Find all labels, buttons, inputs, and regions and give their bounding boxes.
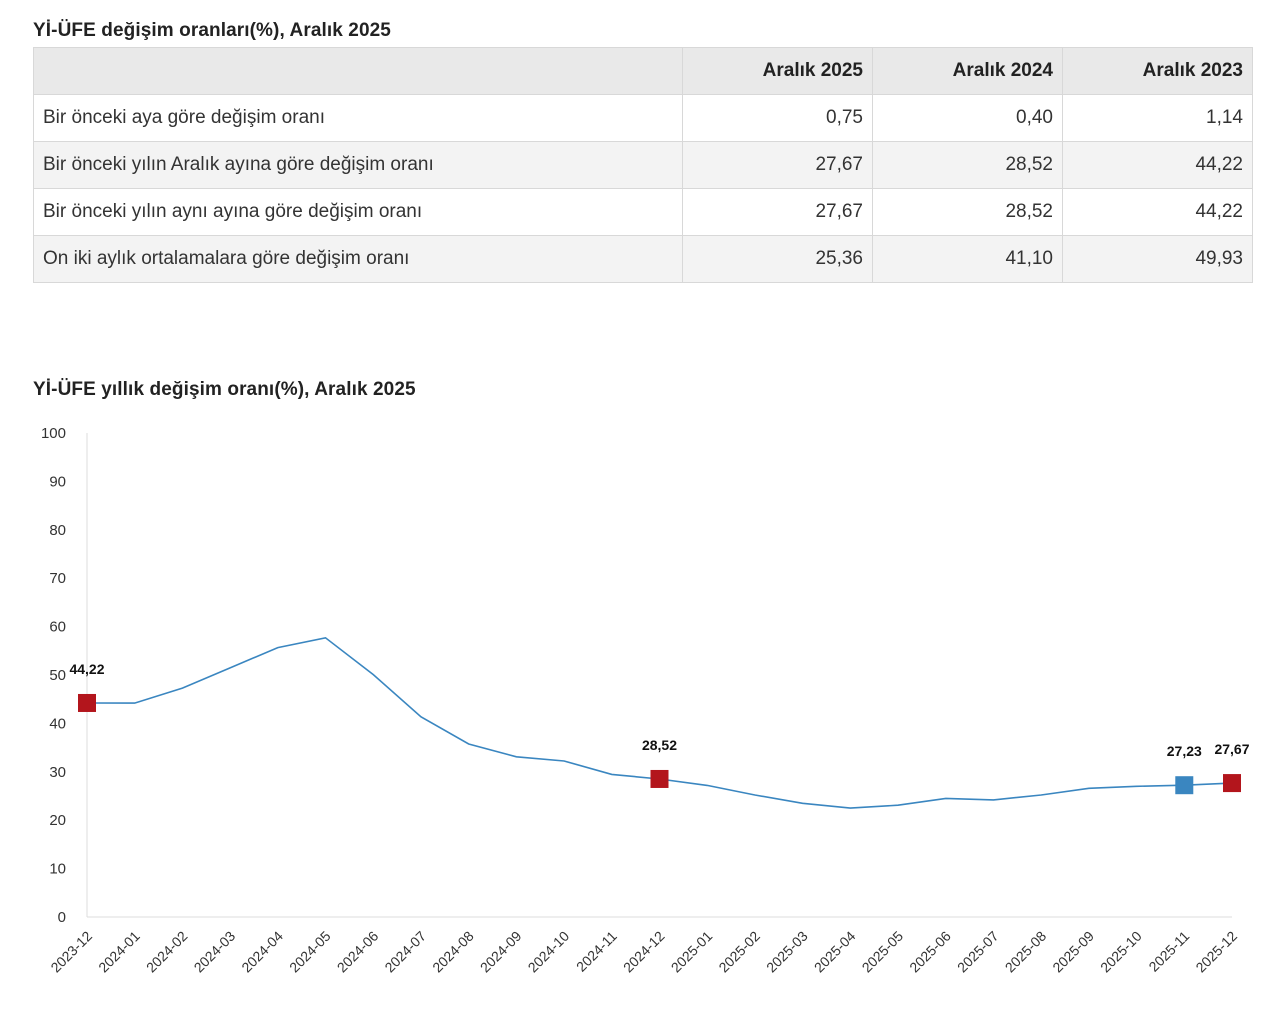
data-point-marker xyxy=(1223,774,1241,792)
table-header-row: Aralık 2025 Aralık 2024 Aralık 2023 xyxy=(34,48,1253,95)
x-tick-label: 2025-10 xyxy=(1097,928,1145,976)
x-tick-label: 2024-05 xyxy=(286,928,334,976)
chart-title: Yİ-ÜFE yıllık değişim oranı(%), Aralık 2… xyxy=(33,379,416,401)
x-tick-label: 2025-08 xyxy=(1002,928,1050,976)
y-tick-label: 70 xyxy=(49,570,66,587)
x-tick-label: 2024-03 xyxy=(191,928,239,976)
table-cell: 1,14 xyxy=(1063,95,1253,142)
x-tick-label: 2024-02 xyxy=(143,928,191,976)
table-row: Bir önceki aya göre değişim oranı 0,75 0… xyxy=(34,95,1253,142)
x-tick-label: 2025-07 xyxy=(954,928,1002,976)
x-tick-label: 2025-11 xyxy=(1146,928,1193,975)
table-cell: 28,52 xyxy=(873,189,1063,236)
table-cell: 44,22 xyxy=(1063,142,1253,189)
x-tick-label: 2024-11 xyxy=(573,928,620,975)
x-axis-ticks: 2023-12 2024-01 2024-02 2024-03 2024-04 2024-… xyxy=(47,928,1240,976)
x-tick-label: 2024-01 xyxy=(95,928,143,976)
y-tick-label: 80 xyxy=(49,522,66,539)
x-tick-label: 2025-01 xyxy=(668,928,716,976)
table-cell: 28,52 xyxy=(873,142,1063,189)
x-tick-label: 2024-06 xyxy=(334,928,382,976)
table-cell: 0,40 xyxy=(873,95,1063,142)
row-label: Bir önceki yılın Aralık ayına göre değiş… xyxy=(34,142,683,189)
y-tick-label: 60 xyxy=(49,619,66,636)
header-aralik-2024: Aralık 2024 xyxy=(873,48,1063,95)
y-tick-label: 40 xyxy=(49,715,66,732)
x-tick-label: 2023-12 xyxy=(47,928,95,976)
row-label: Bir önceki yılın aynı ayına göre değişim… xyxy=(34,189,683,236)
x-tick-label: 2025-03 xyxy=(763,928,811,976)
y-tick-label: 0 xyxy=(58,909,66,926)
y-tick-label: 50 xyxy=(49,667,66,684)
header-aralik-2025: Aralık 2025 xyxy=(683,48,873,95)
table-title: Yİ-ÜFE değişim oranları(%), Aralık 2025 xyxy=(33,20,391,42)
data-point-marker xyxy=(1175,776,1193,794)
data-labels: 44,22 28,52 27,23 27,67 xyxy=(69,661,1249,759)
table-row: Bir önceki yılın aynı ayına göre değişim… xyxy=(34,189,1253,236)
table-cell: 49,93 xyxy=(1063,236,1253,283)
table-cell: 44,22 xyxy=(1063,189,1253,236)
x-tick-label: 2025-04 xyxy=(811,928,859,976)
x-tick-label: 2024-10 xyxy=(525,928,573,976)
x-tick-label: 2025-12 xyxy=(1192,928,1240,976)
x-tick-label: 2024-07 xyxy=(381,928,429,976)
y-tick-label: 30 xyxy=(49,764,66,781)
x-tick-label: 2025-02 xyxy=(715,928,763,976)
table-cell: 27,67 xyxy=(683,142,873,189)
table-cell: 41,10 xyxy=(873,236,1063,283)
x-tick-label: 2024-12 xyxy=(620,928,668,976)
header-aralik-2023: Aralık 2023 xyxy=(1063,48,1253,95)
data-point-marker xyxy=(78,694,96,712)
table-cell: 25,36 xyxy=(683,236,873,283)
y-tick-label: 10 xyxy=(49,861,66,878)
data-label: 27,23 xyxy=(1167,743,1202,759)
change-rates-table: Aralık 2025 Aralık 2024 Aralık 2023 Bir … xyxy=(33,47,1253,283)
x-tick-label: 2025-06 xyxy=(906,928,954,976)
y-tick-label: 90 xyxy=(49,473,66,490)
header-empty-cell xyxy=(34,48,683,95)
data-label: 28,52 xyxy=(642,737,677,753)
y-axis-ticks: 0 10 20 30 40 50 60 70 80 90 100 xyxy=(41,425,66,926)
table-row: Bir önceki yılın Aralık ayına göre değiş… xyxy=(34,142,1253,189)
x-tick-label: 2024-08 xyxy=(429,928,477,976)
row-label: On iki aylık ortalamalara göre değişim o… xyxy=(34,236,683,283)
data-label: 27,67 xyxy=(1214,741,1249,757)
data-point-marker xyxy=(651,770,669,788)
table-cell: 0,75 xyxy=(683,95,873,142)
table-cell: 27,67 xyxy=(683,189,873,236)
data-label: 44,22 xyxy=(69,661,104,677)
x-tick-label: 2024-09 xyxy=(477,928,525,976)
y-tick-label: 100 xyxy=(41,425,66,442)
x-tick-label: 2024-04 xyxy=(238,928,286,976)
y-tick-label: 20 xyxy=(49,812,66,829)
x-tick-label: 2025-05 xyxy=(859,928,907,976)
table-row: On iki aylık ortalamalara göre değişim o… xyxy=(34,236,1253,283)
row-label: Bir önceki aya göre değişim oranı xyxy=(34,95,683,142)
x-tick-label: 2025-09 xyxy=(1049,928,1097,976)
